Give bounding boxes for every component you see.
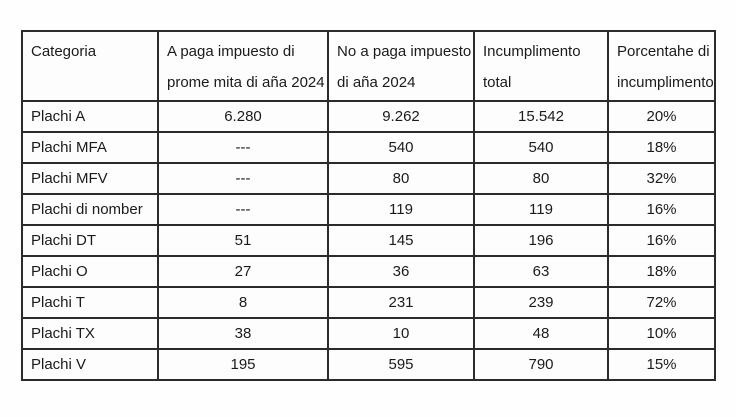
cell-not-paid: 595	[327, 348, 475, 381]
column-header-line-2: total	[483, 74, 512, 91]
cell-incompliance-total: 790	[473, 348, 609, 381]
table-row: Plachi DT 51 145 196 16%	[21, 224, 716, 257]
table-row: Plachi T 8 231 239 72%	[21, 286, 716, 319]
cell-paid-first-half: 27	[157, 255, 329, 288]
cell-incompliance-percent: 18%	[607, 131, 716, 164]
cell-categoria: Plachi TX	[21, 317, 159, 350]
table-row: Plachi di nomber --- 119 119 16%	[21, 193, 716, 226]
cell-paid-first-half: 51	[157, 224, 329, 257]
column-header-line-1: Porcentahe di	[617, 43, 710, 60]
cell-incompliance-percent: 10%	[607, 317, 716, 350]
cell-not-paid: 231	[327, 286, 475, 319]
cell-incompliance-percent: 20%	[607, 100, 716, 133]
table-row: Plachi A 6.280 9.262 15.542 20%	[21, 100, 716, 133]
column-header: Porcentahe di incumplimento	[607, 30, 716, 102]
cell-not-paid: 10	[327, 317, 475, 350]
column-header-line-1: A paga impuesto di	[167, 43, 295, 60]
cell-paid-first-half: 8	[157, 286, 329, 319]
table-row: Plachi MFV --- 80 80 32%	[21, 162, 716, 195]
table-header-row: Categoria A paga impuesto di prome mita …	[21, 30, 716, 102]
table-row: Plachi TX 38 10 48 10%	[21, 317, 716, 350]
cell-not-paid: 119	[327, 193, 475, 226]
table-row: Plachi V 195 595 790 15%	[21, 348, 716, 381]
cell-not-paid: 36	[327, 255, 475, 288]
cell-incompliance-percent: 15%	[607, 348, 716, 381]
column-header: Incumplimento total	[473, 30, 609, 102]
cell-categoria: Plachi A	[21, 100, 159, 133]
cell-incompliance-total: 48	[473, 317, 609, 350]
cell-incompliance-total: 15.542	[473, 100, 609, 133]
column-header-line-2: prome mita di aña 2024	[167, 74, 325, 91]
cell-incompliance-percent: 16%	[607, 224, 716, 257]
cell-incompliance-total: 540	[473, 131, 609, 164]
column-header: Categoria	[21, 30, 159, 102]
cell-categoria: Plachi di nomber	[21, 193, 159, 226]
cell-incompliance-percent: 72%	[607, 286, 716, 319]
cell-paid-first-half: 195	[157, 348, 329, 381]
cell-categoria: Plachi T	[21, 286, 159, 319]
cell-incompliance-percent: 32%	[607, 162, 716, 195]
column-header: A paga impuesto di prome mita di aña 202…	[157, 30, 329, 102]
column-header: No a paga impuesto di aña 2024	[327, 30, 475, 102]
column-header-line-1: Categoria	[31, 43, 97, 60]
cell-categoria: Plachi O	[21, 255, 159, 288]
cell-not-paid: 9.262	[327, 100, 475, 133]
cell-paid-first-half: ---	[157, 162, 329, 195]
column-header-line-1: Incumplimento	[483, 43, 581, 60]
column-header-line-1: No a paga impuesto	[337, 43, 472, 60]
cell-not-paid: 80	[327, 162, 475, 195]
table-body: Plachi A 6.280 9.262 15.542 20% Plachi M…	[21, 100, 716, 381]
cell-incompliance-total: 80	[473, 162, 609, 195]
cell-incompliance-total: 239	[473, 286, 609, 319]
table-row: Plachi O 27 36 63 18%	[21, 255, 716, 288]
cell-paid-first-half: 6.280	[157, 100, 329, 133]
cell-incompliance-percent: 18%	[607, 255, 716, 288]
table-row: Plachi MFA --- 540 540 18%	[21, 131, 716, 164]
cell-incompliance-percent: 16%	[607, 193, 716, 226]
column-header-line-2: di aña 2024	[337, 74, 416, 91]
tax-compliance-table: Categoria A paga impuesto di prome mita …	[21, 30, 716, 381]
cell-categoria: Plachi MFA	[21, 131, 159, 164]
cell-not-paid: 145	[327, 224, 475, 257]
cell-incompliance-total: 196	[473, 224, 609, 257]
cell-incompliance-total: 119	[473, 193, 609, 226]
cell-paid-first-half: ---	[157, 193, 329, 226]
cell-paid-first-half: ---	[157, 131, 329, 164]
table-container: Categoria A paga impuesto di prome mita …	[21, 30, 716, 381]
table-head: Categoria A paga impuesto di prome mita …	[21, 30, 716, 102]
cell-categoria: Plachi DT	[21, 224, 159, 257]
cell-not-paid: 540	[327, 131, 475, 164]
cell-paid-first-half: 38	[157, 317, 329, 350]
cell-categoria: Plachi MFV	[21, 162, 159, 195]
cell-categoria: Plachi V	[21, 348, 159, 381]
column-header-line-2: incumplimento	[617, 74, 714, 91]
cell-incompliance-total: 63	[473, 255, 609, 288]
